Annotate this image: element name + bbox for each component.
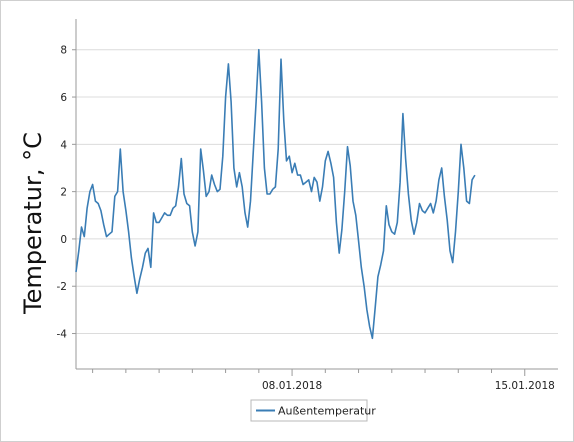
y-tick-label-4: 4 [60,139,67,151]
y-axis-label: Temperatur, °C [19,132,47,315]
legend-label: Außentemperatur [278,405,376,418]
y-tick-label-2: 2 [60,187,67,199]
x-axis-ticks: 08.01.2018 15.01.2018 [92,369,555,392]
y-tick-label--2: -2 [57,281,67,293]
legend: Außentemperatur [250,399,376,422]
y-tick-label--4: -4 [57,329,68,341]
y-tick-label-0: 0 [60,234,67,246]
legend-box [250,399,368,422]
grid-lines [76,49,558,335]
y-tick-label-8: 8 [60,45,67,57]
x-tick-label-2018-01-08: 08.01.2018 [262,380,322,392]
axes [75,19,558,370]
y-axis-ticks: -4 -2 0 2 4 6 8 [57,45,76,341]
x-tick-label-2018-01-15: 15.01.2018 [495,380,555,392]
y-tick-label-6: 6 [60,92,67,104]
series-line-aussentemperatur [75,48,476,340]
